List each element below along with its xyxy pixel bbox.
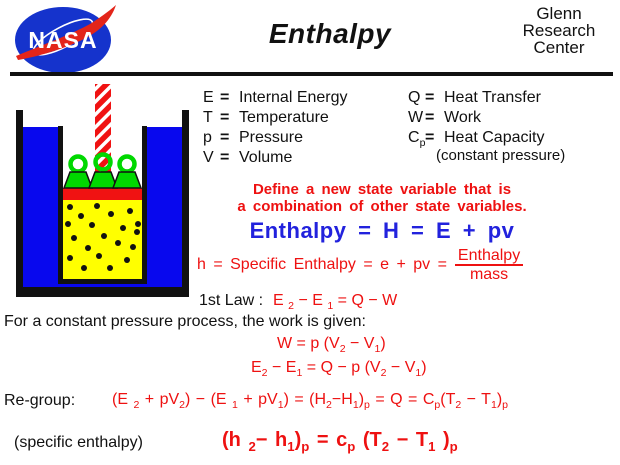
- definition-term: Heat Capacity: [444, 129, 545, 146]
- nasa-wordmark: NASA: [28, 27, 97, 53]
- nasa-logo: NASA: [15, 5, 116, 73]
- enthalpy-mass-fraction: Enthalpy mass: [454, 247, 524, 283]
- weights: [62, 152, 143, 189]
- definitions-right: Q = Heat Transfer W = Work Cp = Heat Cap…: [408, 89, 565, 164]
- definition-row: T = Temperature: [203, 109, 348, 129]
- definition-term: Temperature: [239, 109, 329, 126]
- specific-enthalpy-line: h = Specific Enthalpy = e + pv = Enthalp…: [197, 245, 524, 285]
- equals-sign: =: [220, 89, 230, 106]
- weight: [87, 171, 119, 189]
- piston-cylinder-diagram: [16, 84, 189, 297]
- weight-ring-icon: [93, 152, 113, 172]
- definition-row: V = Volume: [203, 149, 348, 169]
- org-line: Research: [522, 21, 596, 40]
- definition-symbol: Cp: [408, 129, 426, 150]
- logo-swoosh-icon: [16, 5, 116, 60]
- regroup-equation: (E 2 + pV2) − (E 1 + pV1) = (H2−H1)p = Q…: [112, 391, 509, 412]
- define-statement-line1: Define a new state variable that is: [252, 181, 512, 198]
- definition-term: Pressure: [239, 129, 304, 146]
- header-rule: [10, 72, 613, 76]
- org-name: Glenn Research Center: [505, 5, 613, 56]
- weight: [62, 171, 94, 189]
- equals-sign: =: [220, 109, 230, 126]
- definition-term: Volume: [239, 149, 293, 166]
- definition-symbol: p: [203, 129, 212, 146]
- molecule-dots: [65, 203, 141, 271]
- org-line: Center: [533, 38, 585, 57]
- first-law-equation: E 2 − E 1 = Q − W: [273, 292, 398, 313]
- definition-row: p = Pressure: [203, 129, 348, 149]
- regroup-label: Re-group:: [4, 392, 76, 409]
- equals-sign: =: [220, 149, 230, 166]
- definition-symbol: W: [408, 109, 424, 126]
- energy-equation: E2 − E1 = Q − p (V2 − V1): [251, 359, 427, 380]
- definition-row: Q = Heat Transfer: [408, 89, 565, 109]
- equals-sign: =: [425, 89, 435, 106]
- piston: [63, 188, 142, 200]
- specific-enthalpy-label: (specific enthalpy): [14, 434, 143, 451]
- definitions-left: E = Internal Energy T = Temperature p = …: [203, 89, 348, 169]
- definition-term: Work: [444, 109, 482, 126]
- weight: [111, 171, 143, 189]
- org-line: Glenn: [536, 4, 582, 23]
- specific-enthalpy-lhs: h = Specific Enthalpy = e + pv =: [197, 256, 447, 273]
- define-statement: Define a new state variable that is a co…: [196, 181, 568, 215]
- definition-symbol: T: [203, 109, 213, 126]
- fraction-denominator: mass: [469, 266, 509, 283]
- work-equation: W = p (V2 − V1): [277, 335, 386, 356]
- fraction-numerator: Enthalpy: [454, 247, 524, 266]
- constant-pressure-statement: For a constant pressure process, the wor…: [4, 313, 366, 330]
- definition-symbol: E: [203, 89, 214, 106]
- definition-term: Heat Transfer: [444, 89, 541, 106]
- page-title: Enthalpy: [268, 18, 392, 49]
- define-statement-line2: a combination of other state variables.: [237, 198, 527, 215]
- definition-row: E = Internal Energy: [203, 89, 348, 109]
- equals-sign: =: [425, 129, 435, 146]
- definition-symbol: V: [203, 149, 214, 166]
- first-law-label: 1st Law :: [199, 292, 264, 309]
- enthalpy-equation: Enthalpy = H = E + pv: [249, 218, 515, 243]
- definition-symbol: Q: [408, 89, 421, 106]
- definition-row: W = Work: [408, 109, 565, 129]
- definition-row: Cp = Heat Capacity: [408, 129, 565, 149]
- definition-note: (constant pressure): [436, 147, 566, 164]
- definition-term: Internal Energy: [239, 89, 348, 106]
- equals-sign: =: [220, 129, 230, 146]
- equals-sign: =: [425, 109, 435, 126]
- specific-enthalpy-equation: (h 2− h1)p = cp (T2 − T1 )p: [222, 429, 458, 454]
